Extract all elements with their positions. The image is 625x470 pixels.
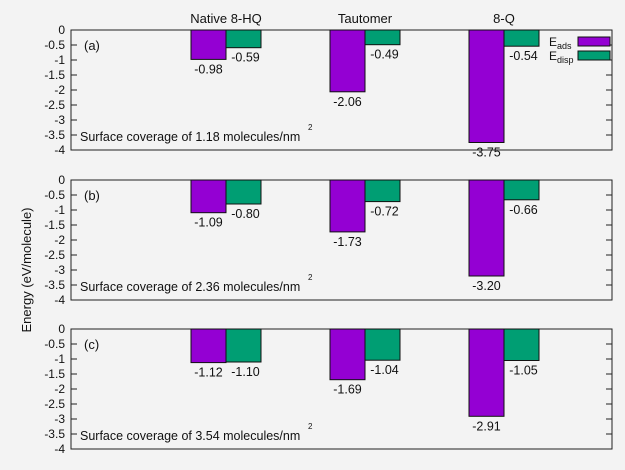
bar-ads — [468, 179, 505, 277]
y-tick-label: -1.5 — [44, 218, 65, 232]
y-tick-label: -2.5 — [44, 98, 65, 112]
data-label-ads: -1.12 — [194, 366, 223, 380]
bar-disp — [503, 179, 540, 201]
coverage-superscript: 2 — [308, 422, 313, 431]
bar-disp — [225, 179, 262, 205]
data-label-disp: -0.59 — [231, 51, 260, 65]
category-label: 8-Q — [493, 11, 515, 26]
legend-label: Eads — [549, 35, 572, 51]
y-tick-label: -0.5 — [44, 337, 65, 351]
coverage-superscript: 2 — [308, 123, 313, 132]
bar-disp — [364, 328, 401, 361]
y-tick-label: -2 — [54, 382, 65, 396]
y-tick-label: -2 — [54, 83, 65, 97]
data-label-disp: -1.10 — [231, 365, 260, 379]
y-tick-label: -1 — [54, 352, 65, 366]
legend-label: Edisp — [549, 49, 574, 65]
bar-disp — [503, 29, 540, 47]
y-tick-label: -3.5 — [44, 427, 65, 441]
chart-panel: 0-0.5-1-1.5-2-2.5-3-3.5-4 (a) Surface cove… — [44, 23, 613, 160]
y-tick-label: -3 — [54, 113, 65, 127]
bar-ads — [468, 328, 505, 417]
y-tick-label: -4 — [54, 143, 65, 157]
data-label-disp: -1.05 — [509, 364, 538, 378]
y-tick-label: -1.5 — [44, 367, 65, 381]
bar-ads — [468, 29, 505, 143]
coverage-superscript: 2 — [308, 273, 313, 282]
bar-disp — [364, 29, 401, 46]
bar-disp — [364, 179, 401, 203]
category-label: Tautomer — [338, 11, 393, 26]
data-label-ads: -0.98 — [194, 62, 223, 76]
coverage-label: Surface coverage of 3.54 molecules/nm — [80, 429, 300, 443]
data-label-ads: -2.06 — [333, 95, 362, 109]
bar-ads — [190, 179, 227, 214]
y-tick-label: -1 — [54, 53, 65, 67]
y-tick-label: -3.5 — [44, 128, 65, 142]
data-label-disp: -0.49 — [370, 48, 399, 62]
bar-ads — [329, 29, 366, 93]
coverage-label: Surface coverage of 1.18 molecules/nm — [80, 130, 300, 144]
bar-ads — [190, 328, 227, 364]
legend-swatch — [577, 36, 611, 47]
data-label-ads: -1.09 — [194, 216, 223, 230]
panel-tag: (a) — [84, 38, 100, 53]
bar-ads — [329, 179, 366, 233]
bar-disp — [503, 328, 540, 361]
bar-ads — [190, 29, 227, 60]
y-tick-label: 0 — [58, 173, 65, 187]
y-tick-label: -2 — [54, 233, 65, 247]
y-tick-label: -4 — [54, 293, 65, 307]
panel-tag: (b) — [84, 188, 100, 203]
data-label-ads: -3.75 — [472, 146, 501, 160]
bar-disp — [225, 29, 262, 49]
y-tick-label: -3 — [54, 263, 65, 277]
y-tick-label: 0 — [58, 322, 65, 336]
y-tick-label: -4 — [54, 442, 65, 456]
data-label-disp: -0.66 — [509, 203, 538, 217]
data-label-ads: -1.69 — [333, 383, 362, 397]
coverage-label: Surface coverage of 2.36 molecules/nm — [80, 280, 300, 294]
data-label-disp: -1.04 — [370, 363, 399, 377]
panel-tag: (c) — [84, 337, 99, 352]
y-tick-label: -3 — [54, 412, 65, 426]
y-axis-label: Energy (eV/molecule) — [19, 208, 34, 333]
bar-disp — [225, 328, 262, 363]
y-tick-label: -1.5 — [44, 68, 65, 82]
chart-panel: 0-0.5-1-1.5-2-2.5-3-3.5-4 (c) Surface cove… — [44, 322, 613, 456]
bar-ads — [329, 328, 366, 381]
y-tick-label: -0.5 — [44, 188, 65, 202]
data-label-ads: -2.91 — [472, 419, 501, 433]
y-tick-label: -2.5 — [44, 248, 65, 262]
data-label-disp: -0.80 — [231, 207, 260, 221]
y-tick-label: -1 — [54, 203, 65, 217]
chart-panel: 0-0.5-1-1.5-2-2.5-3-3.5-4 (b) Surface cove… — [44, 173, 613, 307]
y-tick-label: -0.5 — [44, 38, 65, 52]
data-label-disp: -0.72 — [370, 205, 399, 219]
data-label-ads: -3.20 — [472, 279, 501, 293]
y-tick-label: -3.5 — [44, 278, 65, 292]
legend-swatch — [577, 50, 611, 61]
data-label-disp: -0.54 — [509, 49, 538, 63]
y-tick-label: -2.5 — [44, 397, 65, 411]
data-label-ads: -1.73 — [333, 235, 362, 249]
y-tick-label: 0 — [58, 23, 65, 37]
category-label: Native 8-HQ — [190, 11, 262, 26]
